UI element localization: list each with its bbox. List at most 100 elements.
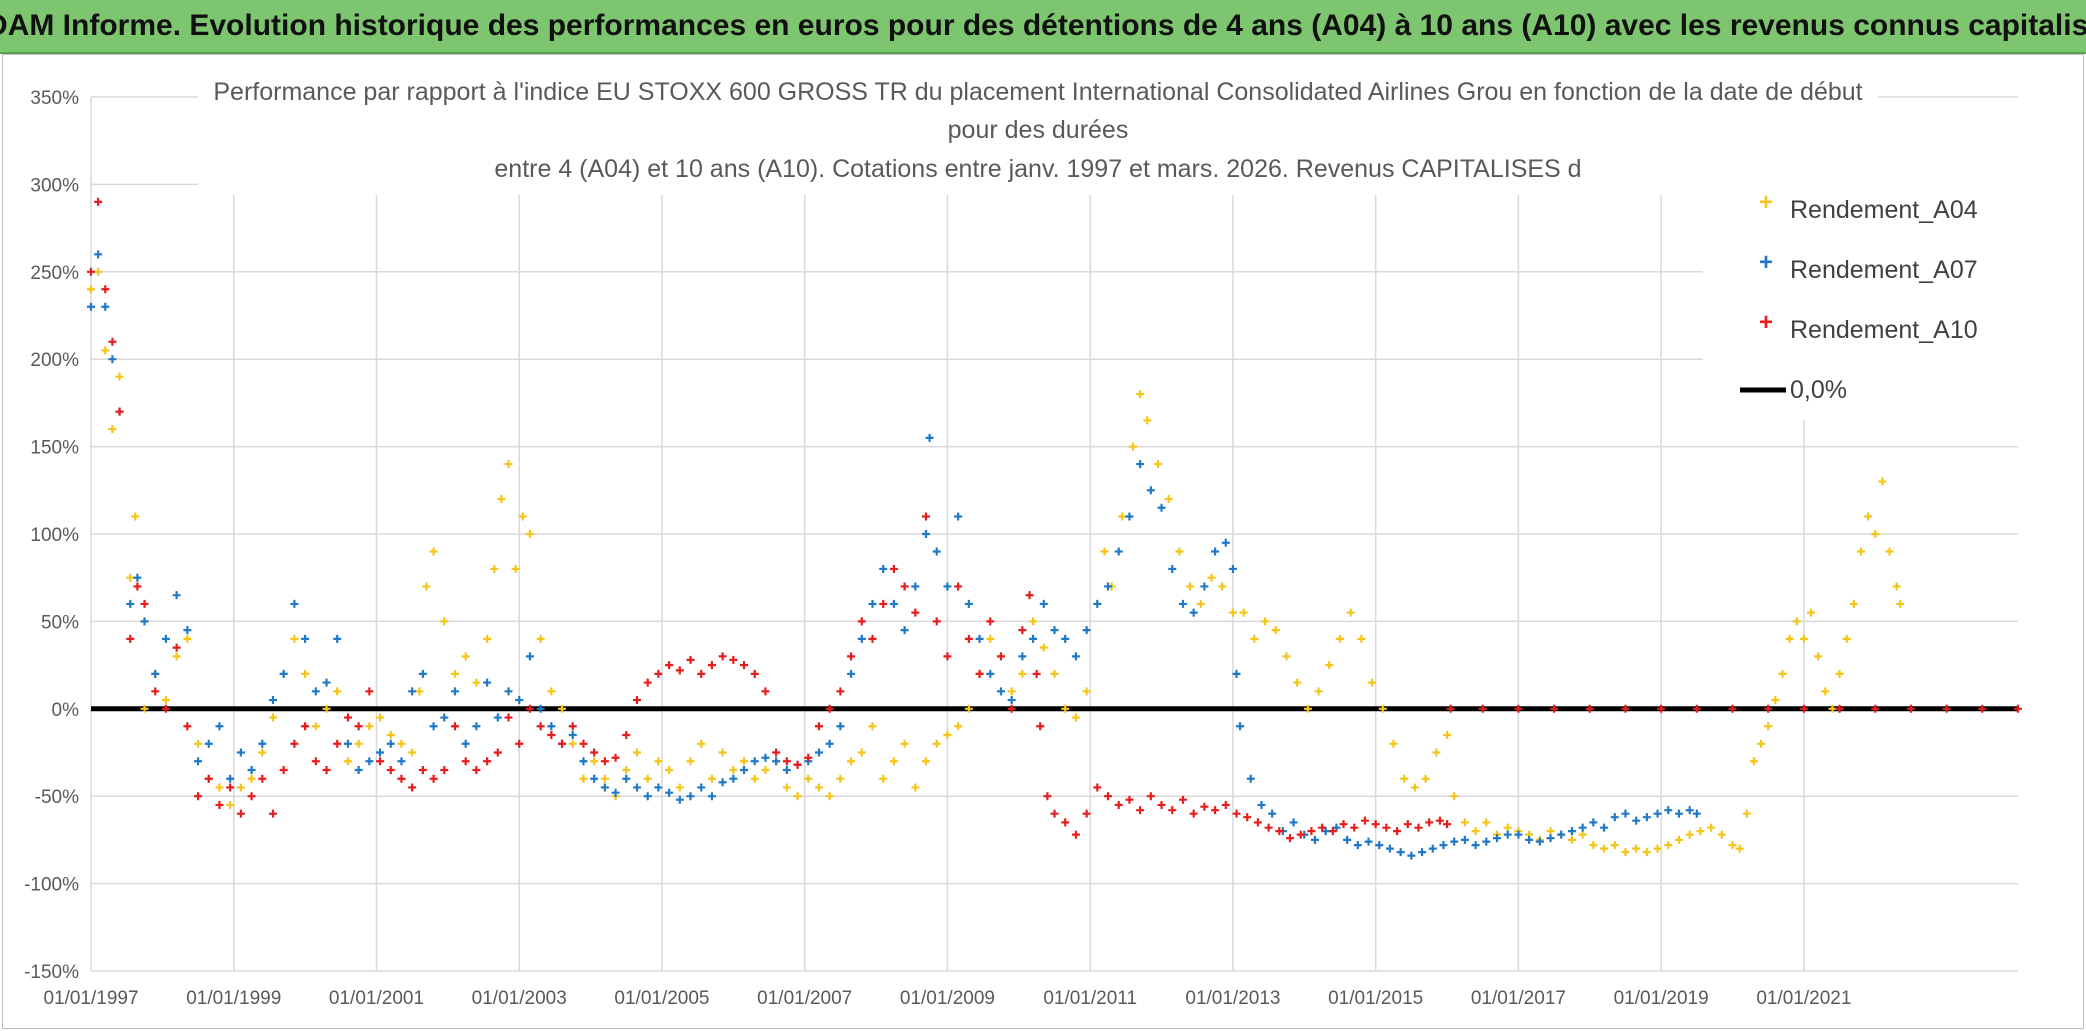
data-point	[889, 757, 898, 766]
legend-label-a10: Rendement_A10	[1790, 316, 1978, 344]
data-point	[900, 739, 909, 748]
data-point	[1346, 608, 1355, 617]
data-point	[140, 617, 149, 626]
data-point	[1071, 713, 1080, 722]
data-point	[333, 634, 342, 643]
data-point	[440, 765, 449, 774]
data-point	[804, 774, 813, 783]
data-point	[301, 722, 310, 731]
data-point	[707, 792, 716, 801]
data-point	[290, 599, 299, 608]
data-point	[1314, 687, 1323, 696]
data-point	[1382, 823, 1391, 832]
data-point	[525, 652, 534, 661]
data-point	[1439, 841, 1448, 850]
data-point	[1246, 774, 1255, 783]
data-point	[1460, 835, 1469, 844]
data-point	[183, 722, 192, 731]
data-point	[1407, 851, 1416, 860]
data-point	[483, 634, 492, 643]
data-point	[525, 530, 534, 538]
data-point	[1364, 837, 1373, 846]
data-point	[1061, 704, 1070, 713]
data-point	[279, 669, 288, 678]
data-point	[1328, 827, 1337, 836]
data-point	[1007, 696, 1016, 705]
data-point	[1178, 795, 1187, 804]
data-point	[126, 573, 135, 582]
data-point	[1200, 802, 1209, 811]
y-tick-label: 50%	[41, 612, 79, 633]
y-tick-label: 100%	[30, 525, 79, 546]
data-point	[1136, 806, 1145, 815]
data-point	[418, 669, 427, 678]
data-point	[1514, 704, 1523, 713]
data-point	[1692, 809, 1701, 818]
chart-frame: 350% 300% 250% 200% 150% 100% 50% 0% -50% -100% -1…	[2, 54, 2084, 1029]
data-point	[729, 655, 738, 664]
data-point	[1717, 830, 1726, 839]
data-point	[932, 617, 941, 626]
data-point	[1071, 652, 1080, 661]
y-tick-label: 0%	[52, 700, 80, 721]
data-point	[782, 783, 791, 792]
data-point	[1007, 687, 1016, 696]
data-point	[1443, 731, 1452, 740]
x-tick-label: 01/01/2001	[329, 988, 424, 1009]
data-point	[1600, 844, 1609, 853]
x-tick-label: 01/01/2003	[472, 988, 567, 1009]
data-point	[483, 757, 492, 766]
x-tick-label: 01/01/2017	[1471, 988, 1566, 1009]
data-point	[1589, 841, 1598, 850]
data-point	[1114, 800, 1123, 809]
data-point	[900, 582, 909, 591]
data-point	[226, 783, 235, 792]
data-point	[857, 617, 866, 626]
data-point	[911, 608, 920, 617]
data-point	[558, 739, 567, 748]
data-point	[1871, 704, 1880, 713]
data-point	[1792, 617, 1801, 626]
data-point	[922, 530, 931, 538]
data-point	[986, 634, 995, 643]
data-point	[1835, 669, 1844, 678]
data-point	[1632, 816, 1641, 825]
data-point	[504, 460, 513, 469]
data-point	[547, 687, 556, 696]
data-point	[1400, 774, 1409, 783]
data-point	[333, 739, 342, 748]
data-point	[654, 757, 663, 766]
data-point	[611, 788, 620, 797]
data-point	[87, 267, 95, 276]
series-rendement-a10	[87, 197, 2022, 843]
data-point	[386, 731, 395, 740]
data-point	[579, 757, 588, 766]
data-point	[1282, 652, 1291, 661]
data-point	[643, 774, 652, 783]
data-point	[483, 678, 492, 687]
data-point	[1104, 792, 1113, 801]
data-point	[504, 713, 513, 722]
data-point	[1471, 841, 1480, 850]
data-point	[1600, 823, 1609, 832]
data-point	[279, 765, 288, 774]
data-point	[290, 739, 299, 748]
data-point	[1632, 844, 1641, 853]
data-point	[1303, 704, 1312, 713]
data-point	[1546, 834, 1555, 843]
data-point	[1025, 591, 1034, 600]
data-point	[1178, 599, 1187, 608]
data-point	[1896, 599, 1905, 608]
data-point	[911, 783, 920, 792]
data-point	[975, 634, 984, 643]
data-point	[1385, 844, 1394, 853]
y-tick-label: 350%	[30, 88, 79, 109]
x-tick-label: 01/01/2015	[1328, 988, 1423, 1009]
chart-legend: + Rendement_A04 + Rendement_A07 + Rendem…	[1703, 175, 2023, 420]
data-point	[1842, 634, 1851, 643]
data-point	[1578, 830, 1587, 839]
data-point	[376, 757, 385, 766]
data-point	[247, 765, 256, 774]
data-point	[761, 687, 770, 696]
data-point	[954, 582, 963, 591]
